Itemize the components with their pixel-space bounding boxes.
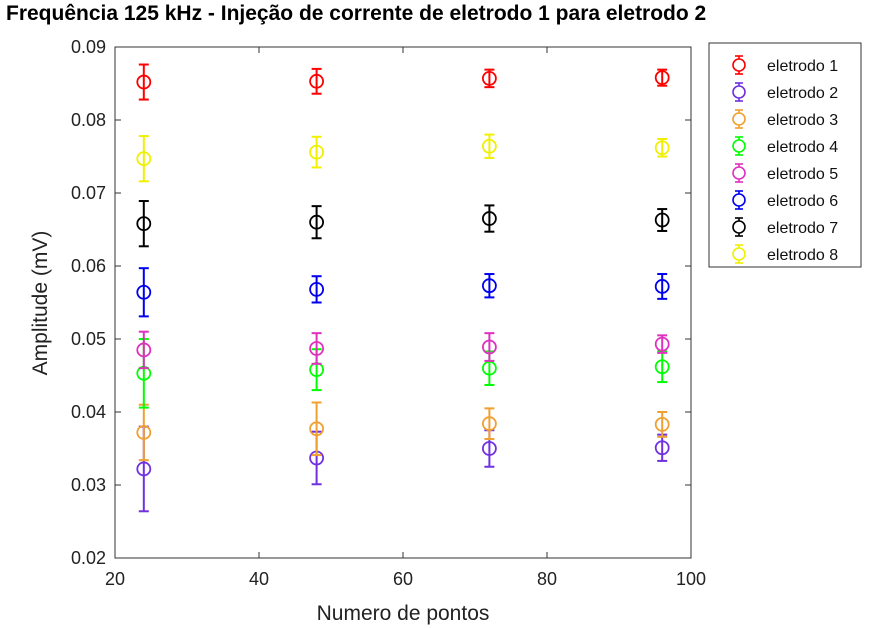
x-tick-label: 40 [249, 569, 269, 589]
data-point [481, 278, 497, 294]
legend-marker [732, 166, 746, 180]
series-3 [136, 401, 670, 462]
legend-entry-3: eletrodo 3 [732, 109, 838, 129]
data-point [309, 421, 325, 437]
data-point [654, 417, 670, 432]
data-point [136, 74, 152, 90]
legend-entry-5: eletrodo 5 [732, 163, 838, 183]
legend-marker [732, 193, 746, 207]
data-point [481, 416, 497, 432]
data-point [309, 144, 325, 160]
series-8 [136, 133, 670, 183]
data-point [481, 211, 497, 226]
data-point [309, 341, 325, 356]
legend-entry-4: eletrodo 4 [732, 136, 838, 156]
legend-marker [732, 139, 746, 153]
legend-label: eletrodo 4 [767, 139, 838, 156]
y-tick-label: 0.08 [71, 110, 106, 130]
series-7 [136, 200, 670, 248]
series-4 [136, 338, 670, 409]
legend-label: eletrodo 7 [767, 220, 838, 237]
legend: eletrodo 1 eletrodo 2 eletrodo 3 eletrodo 4… [708, 42, 862, 268]
series-1 [136, 63, 670, 101]
y-tick-label: 0.02 [71, 548, 106, 568]
x-tick-label: 80 [537, 569, 557, 589]
data-point [481, 441, 497, 456]
legend-marker [732, 58, 746, 72]
legend-marker [732, 247, 746, 261]
data-point [481, 339, 497, 355]
legend-entry-2: eletrodo 2 [732, 82, 838, 102]
x-axis-label: Numero de pontos [317, 602, 490, 625]
series-6 [136, 267, 670, 318]
data-point [654, 279, 670, 294]
legend-marker [732, 112, 746, 126]
data-point [309, 73, 325, 89]
y-tick-label: 0.04 [71, 402, 106, 422]
legend-label: eletrodo 1 [767, 58, 838, 75]
data-point [654, 359, 670, 375]
plot-frame [114, 46, 692, 559]
data-marks [136, 63, 670, 513]
legend-entry-6: eletrodo 6 [732, 190, 838, 210]
y-tick-label: 0.06 [71, 256, 106, 276]
data-point [481, 70, 497, 86]
legend-label: eletrodo 3 [767, 112, 838, 129]
x-tick-label: 60 [393, 569, 413, 589]
legend-entry-7: eletrodo 7 [732, 217, 838, 237]
data-point [654, 336, 670, 352]
legend-label: eletrodo 8 [767, 247, 838, 264]
legend-label: eletrodo 6 [767, 193, 838, 210]
data-point [136, 284, 152, 300]
legend-entry-8: eletrodo 8 [732, 244, 838, 264]
data-point [136, 425, 152, 440]
data-point [654, 440, 670, 456]
data-point [309, 281, 325, 297]
data-point [136, 216, 152, 232]
data-point [309, 214, 325, 230]
data-point [136, 151, 152, 167]
y-tick-label: 0.07 [71, 183, 106, 203]
x-tick-label: 20 [105, 569, 125, 589]
data-point [654, 212, 670, 228]
y-tick-label: 0.03 [71, 475, 106, 495]
data-point [654, 70, 670, 86]
legend-entry-1: eletrodo 1 [732, 55, 838, 75]
data-point [136, 342, 152, 358]
data-point [654, 140, 670, 156]
y-tick-label: 0.05 [71, 329, 106, 349]
y-axis-label: Amplitude (mV) [29, 231, 52, 376]
series-2 [136, 425, 670, 513]
y-tick-label: 0.09 [71, 37, 106, 57]
legend-label: eletrodo 5 [767, 166, 838, 183]
x-tick-label: 100 [676, 569, 706, 589]
legend-marker [732, 85, 746, 99]
legend-marker [732, 220, 746, 234]
axes: 20 40 60 80 100 0.02 0.03 0.04 0.05 0.06 0.07 0.08 0… [71, 37, 706, 589]
data-point [136, 461, 152, 477]
chart-title: Frequência 125 kHz - Injeção de corrente… [6, 2, 707, 25]
data-point [481, 138, 497, 154]
legend-label: eletrodo 2 [767, 85, 838, 102]
series-5 [136, 330, 670, 370]
